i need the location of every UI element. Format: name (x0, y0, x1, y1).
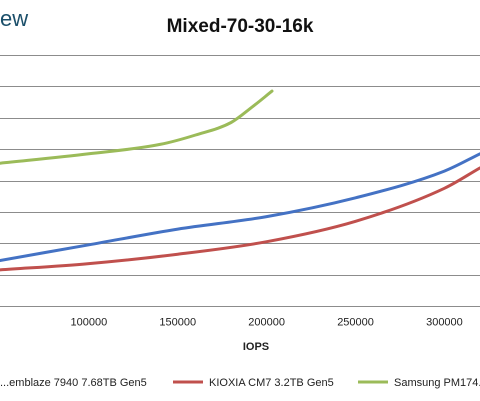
brand-logo-text: ew (0, 6, 29, 31)
series-line-1 (0, 152, 480, 262)
legend-label-3: Samsung PM174... (394, 377, 480, 389)
x-axis-ticks: 100000 150000 200000 250000 300000 (71, 317, 463, 329)
chart-gridlines (0, 55, 480, 307)
chart-title: Mixed-70-30-16k (167, 16, 314, 37)
x-tick-label: 150000 (159, 317, 196, 329)
x-axis-label: IOPS (243, 341, 269, 353)
series-line-3 (0, 89, 274, 165)
chart-legend: ...emblaze 7940 7.68TB Gen5 KIOXIA CM7 3.… (0, 377, 480, 389)
x-tick-label: 250000 (337, 317, 374, 329)
x-tick-label: 200000 (248, 317, 285, 329)
legend-label-2: KIOXIA CM7 3.2TB Gen5 (209, 377, 334, 389)
series-line-2 (0, 166, 480, 272)
x-tick-label: 100000 (71, 317, 108, 329)
chart-series (0, 89, 480, 272)
legend-label-1: ...emblaze 7940 7.68TB Gen5 (0, 377, 147, 389)
x-tick-label: 300000 (426, 317, 463, 329)
